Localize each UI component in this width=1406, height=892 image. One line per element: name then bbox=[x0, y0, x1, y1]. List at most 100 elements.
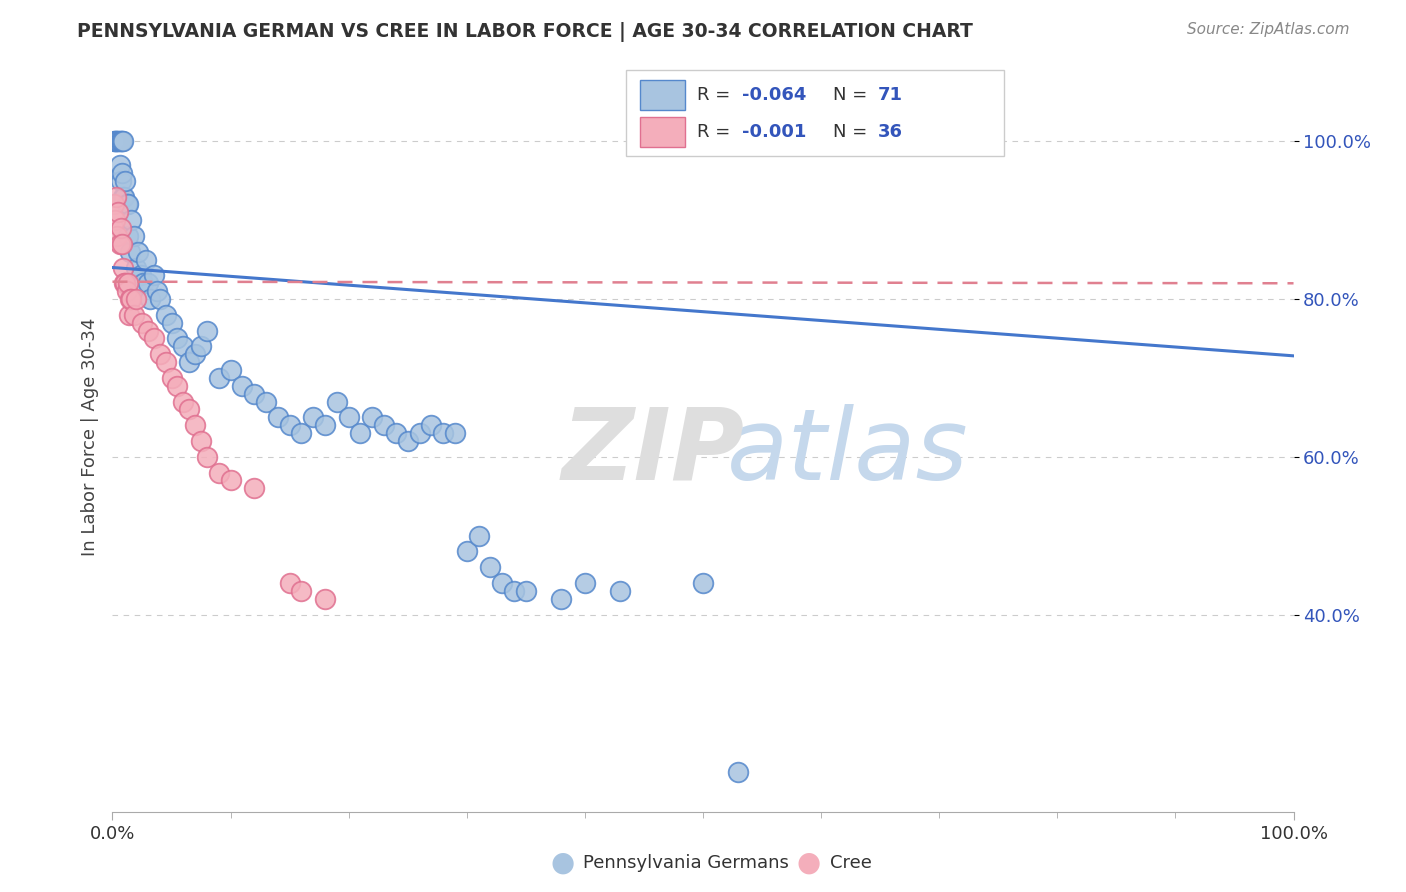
Text: R =: R = bbox=[697, 123, 737, 141]
Point bbox=[166, 379, 188, 393]
Point bbox=[515, 583, 537, 598]
Point bbox=[105, 189, 128, 203]
Point bbox=[254, 394, 277, 409]
Point bbox=[349, 426, 371, 441]
Point bbox=[125, 260, 148, 275]
Point bbox=[314, 591, 336, 606]
Point bbox=[444, 426, 467, 441]
Point bbox=[190, 434, 212, 448]
Point bbox=[195, 324, 218, 338]
Point bbox=[184, 347, 207, 361]
Point bbox=[120, 292, 142, 306]
Point bbox=[278, 576, 301, 591]
Point bbox=[172, 339, 194, 353]
Point bbox=[108, 158, 131, 172]
Point bbox=[127, 244, 149, 259]
Point bbox=[373, 418, 395, 433]
Point bbox=[692, 576, 714, 591]
Point bbox=[195, 450, 218, 464]
Point bbox=[337, 410, 360, 425]
Point bbox=[146, 284, 169, 298]
Point bbox=[110, 134, 132, 148]
Point bbox=[112, 277, 135, 291]
Text: R =: R = bbox=[697, 86, 737, 103]
Point bbox=[111, 166, 134, 180]
Point bbox=[120, 292, 142, 306]
Point bbox=[129, 268, 152, 283]
Point bbox=[132, 277, 155, 291]
Point bbox=[103, 134, 125, 148]
Point bbox=[219, 363, 242, 377]
Point bbox=[117, 197, 139, 211]
Point bbox=[243, 386, 266, 401]
Point bbox=[111, 134, 134, 148]
Text: N =: N = bbox=[832, 123, 873, 141]
Point bbox=[491, 576, 513, 591]
Text: Source: ZipAtlas.com: Source: ZipAtlas.com bbox=[1187, 22, 1350, 37]
Point bbox=[108, 134, 131, 148]
Text: Cree: Cree bbox=[830, 854, 872, 871]
Point bbox=[208, 371, 231, 385]
Point bbox=[550, 591, 572, 606]
Point bbox=[110, 174, 132, 188]
Point bbox=[574, 576, 596, 591]
Point bbox=[290, 426, 312, 441]
Point bbox=[219, 474, 242, 488]
Point bbox=[361, 410, 384, 425]
Point bbox=[408, 426, 430, 441]
Text: ●: ● bbox=[796, 848, 821, 877]
Point bbox=[420, 418, 443, 433]
Point bbox=[122, 229, 145, 244]
Point bbox=[118, 308, 141, 322]
Point bbox=[112, 189, 135, 203]
Point bbox=[179, 355, 201, 369]
Point bbox=[120, 244, 142, 259]
Point bbox=[115, 284, 138, 298]
Text: N =: N = bbox=[832, 86, 873, 103]
Point bbox=[125, 292, 148, 306]
Point bbox=[278, 418, 301, 433]
Point bbox=[122, 308, 145, 322]
Point bbox=[231, 379, 253, 393]
Point bbox=[302, 410, 325, 425]
FancyBboxPatch shape bbox=[640, 117, 685, 147]
Point bbox=[155, 308, 177, 322]
Point bbox=[142, 268, 165, 283]
Point bbox=[179, 402, 201, 417]
Point bbox=[115, 197, 138, 211]
Point bbox=[112, 260, 135, 275]
Point bbox=[243, 481, 266, 495]
Point bbox=[190, 339, 212, 353]
Point bbox=[326, 394, 349, 409]
Point bbox=[107, 205, 129, 219]
Point bbox=[139, 292, 162, 306]
Point bbox=[136, 324, 159, 338]
Point bbox=[105, 134, 128, 148]
Point bbox=[108, 236, 131, 251]
Point bbox=[103, 197, 125, 211]
Point bbox=[208, 466, 231, 480]
Point bbox=[107, 134, 129, 148]
Point bbox=[479, 560, 502, 574]
Point bbox=[432, 426, 454, 441]
Point bbox=[503, 583, 526, 598]
Point bbox=[160, 316, 183, 330]
Point bbox=[385, 426, 408, 441]
Point bbox=[290, 583, 312, 598]
Point bbox=[112, 189, 135, 203]
Point bbox=[117, 229, 139, 244]
Text: -0.001: -0.001 bbox=[742, 123, 807, 141]
Point bbox=[155, 355, 177, 369]
Point bbox=[149, 292, 172, 306]
Point bbox=[105, 134, 128, 148]
Point bbox=[135, 252, 157, 267]
Point bbox=[117, 277, 139, 291]
Point bbox=[114, 277, 136, 291]
Point bbox=[112, 134, 135, 148]
Point bbox=[166, 331, 188, 345]
FancyBboxPatch shape bbox=[640, 79, 685, 110]
Point bbox=[727, 765, 749, 780]
Point bbox=[184, 418, 207, 433]
Point bbox=[104, 134, 127, 148]
Point bbox=[105, 229, 128, 244]
